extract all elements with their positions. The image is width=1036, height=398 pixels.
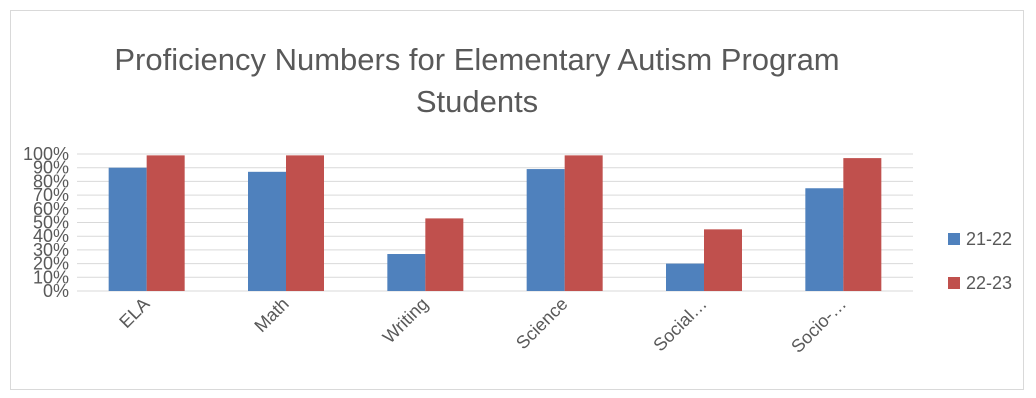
bar-21-22-socio [805,188,844,291]
y-axis-ticks: 0%10%20%30%40%50%60%70%80%90%100% [23,144,69,301]
chart-title: Proficiency Numbers for Elementary Autis… [114,42,839,119]
x-category-label: ELA [115,294,153,332]
bar-22-23-ela [146,155,185,291]
y-tick-label: 10% [33,267,69,287]
legend: 21-22 22-23 [948,229,1012,293]
y-tick-label: 80% [33,171,69,191]
y-tick-label: 0% [43,281,69,301]
chart-title-line-1: Proficiency Numbers for Elementary Autis… [114,42,839,77]
bar-21-22-science [526,169,565,291]
bar-21-22-math [248,171,286,291]
x-category-label: Social… [649,294,711,356]
bar-21-22-ela [108,167,147,291]
x-category-label: Socio-… [787,294,850,357]
bar-22-23-math [286,155,324,291]
chart-frame: Proficiency Numbers for Elementary Autis… [10,10,1024,390]
legend-label-22-23: 22-23 [966,273,1012,293]
legend-swatch-21-22 [948,233,960,245]
y-tick-label: 60% [33,199,69,219]
gridlines [77,153,913,292]
bar-21-22-social [666,263,704,291]
bar-22-23-socio [843,158,882,291]
bar-22-23-science [564,155,603,291]
y-tick-label: 30% [33,240,69,260]
bars [108,155,882,291]
chart-title-line-2: Students [416,84,538,119]
x-axis-categories: ELA Math Writing Science Social… Socio-… [115,294,850,357]
y-tick-label: 40% [33,226,69,246]
y-tick-label: 90% [33,158,69,178]
x-category-label: Science [512,294,571,353]
legend-label-21-22: 21-22 [966,229,1012,249]
chart-svg: Proficiency Numbers for Elementary Autis… [23,42,1012,357]
y-tick-label: 70% [33,185,69,205]
x-category-label: Math [250,294,292,336]
legend-swatch-22-23 [948,277,960,289]
bar-21-22-writing [387,254,426,291]
x-category-label: Writing [379,294,433,348]
y-tick-label: 100% [23,144,69,164]
bar-22-23-writing [425,218,464,291]
y-tick-label: 50% [33,213,69,233]
bar-22-23-social [704,229,742,291]
y-tick-label: 20% [33,254,69,274]
